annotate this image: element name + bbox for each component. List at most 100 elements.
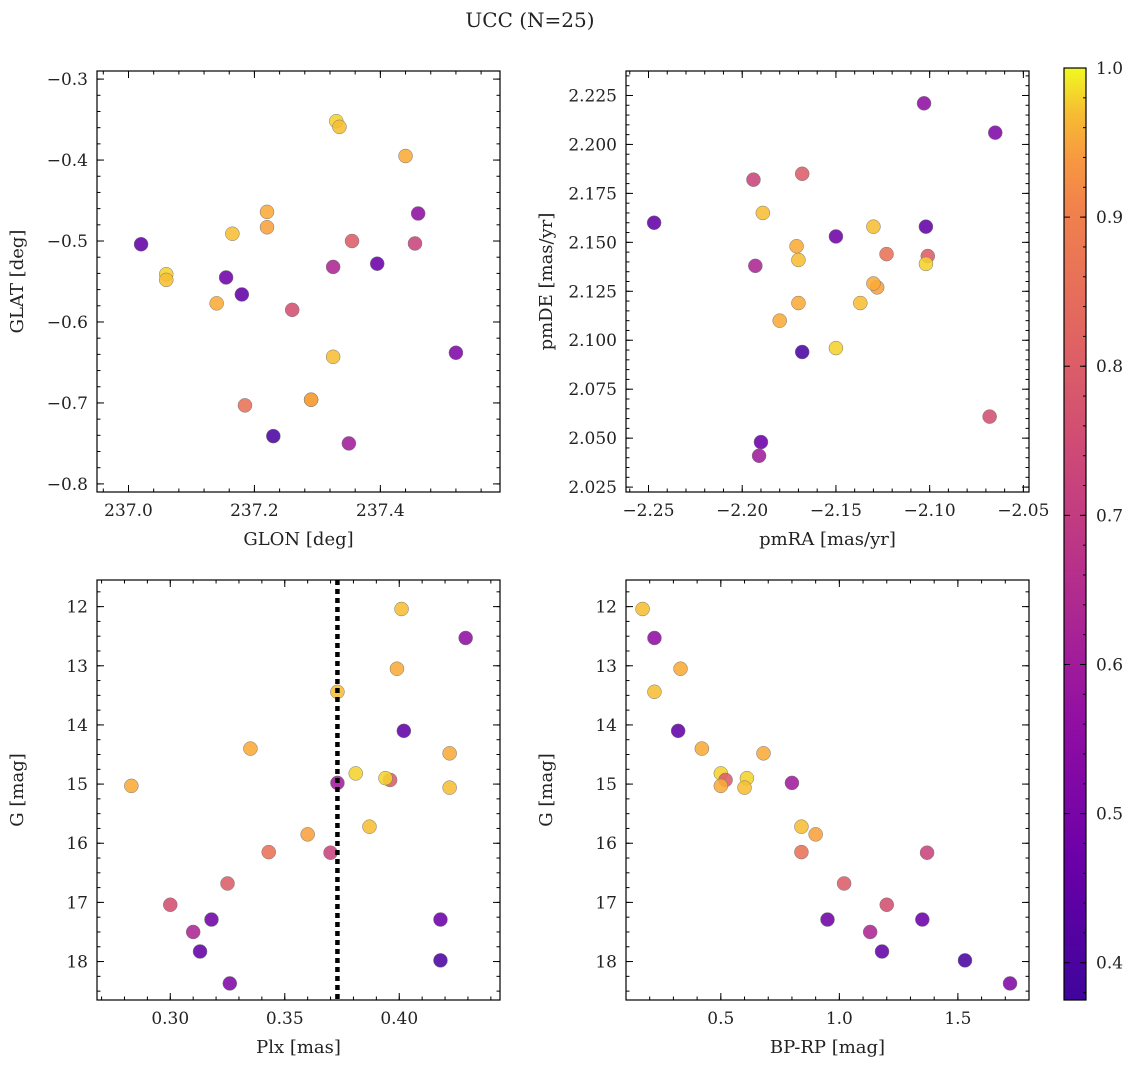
x-tick-label: 0.35 xyxy=(266,1009,304,1029)
data-point xyxy=(159,272,174,288)
data-point xyxy=(300,827,315,842)
y-tick-label: −0.5 xyxy=(47,232,88,252)
y-tick-label: 2.100 xyxy=(568,331,617,351)
y-tick-label: 14 xyxy=(595,716,617,736)
data-point xyxy=(791,252,806,268)
data-point xyxy=(853,295,868,311)
pmde-axis-label: pmDE [mas/yr] xyxy=(536,213,557,351)
y-tick-label: 15 xyxy=(595,775,617,795)
panel-pmra-pmde: −2.25 −2.20 −2.15 −2.10 −2.05 2.025 2.050 2.075… xyxy=(536,70,1049,550)
data-point xyxy=(748,258,763,274)
x-tick-label: 237.4 xyxy=(356,501,405,521)
colorbar-tick-label: 0.6 xyxy=(1096,655,1123,675)
x-tick-label: 0.40 xyxy=(380,1009,418,1029)
y-tick-label: 12 xyxy=(595,598,617,618)
data-point xyxy=(458,630,473,646)
data-point xyxy=(982,409,997,424)
data-point xyxy=(163,897,178,913)
g-axis-label-cmd: G [mag] xyxy=(536,753,557,826)
data-point xyxy=(344,233,360,249)
panel-plx-g: 0.30 0.35 0.40 12 13 14 15 16 17 18 Plx [mas] G [… xyxy=(7,579,501,1058)
data-point xyxy=(866,276,881,291)
x-tick-label: −2.10 xyxy=(904,501,956,521)
data-point xyxy=(398,148,413,164)
data-point xyxy=(647,630,662,646)
data-point xyxy=(261,844,276,860)
y-tick-label: 2.150 xyxy=(568,233,617,253)
data-point xyxy=(879,897,895,913)
y-tick-label: 2.050 xyxy=(568,429,617,449)
data-point xyxy=(789,239,804,254)
data-point xyxy=(862,924,878,940)
y-tick-label: 13 xyxy=(595,657,617,677)
glon-axis-label: GLON [deg] xyxy=(243,529,353,550)
y-tick-label: 12 xyxy=(66,598,88,618)
data-point xyxy=(433,953,448,968)
data-point xyxy=(794,344,810,360)
data-point xyxy=(341,436,357,451)
y-tick-label: 16 xyxy=(66,834,88,854)
data-point xyxy=(325,349,341,365)
y-tick-label: −0.7 xyxy=(47,394,88,414)
data-point xyxy=(396,723,412,739)
data-point xyxy=(751,448,767,464)
data-point xyxy=(448,345,464,360)
data-point xyxy=(836,876,852,891)
bprp-axis-label: BP-RP [mag] xyxy=(770,1037,885,1058)
data-point xyxy=(746,172,761,187)
y-tick-label: 2.125 xyxy=(568,282,617,302)
data-point xyxy=(915,912,930,927)
panel-glon-glat: 237.0 237.2 237.4−0.8−0.7−0.6−0.5−0.4−0.3 … xyxy=(7,70,501,550)
data-point xyxy=(808,827,823,842)
g-axis-label: G [mag] xyxy=(7,753,28,826)
data-point xyxy=(394,601,409,617)
y-tick-label: 13 xyxy=(66,657,88,677)
colorbar-tick-label: 0.4 xyxy=(1096,954,1123,974)
data-point xyxy=(1002,976,1018,991)
x-tick-label: 1.0 xyxy=(826,1009,853,1029)
x-tick-label: 237.2 xyxy=(230,501,279,521)
data-point xyxy=(794,819,809,834)
x-tick-label: 1.5 xyxy=(944,1009,971,1029)
pmra-axis-label: pmRA [mas/yr] xyxy=(759,529,896,550)
data-point xyxy=(957,953,973,968)
data-point xyxy=(237,398,253,413)
data-point xyxy=(218,270,234,285)
data-point xyxy=(133,237,149,252)
data-point xyxy=(635,601,650,617)
data-point xyxy=(755,205,771,221)
data-point xyxy=(185,924,201,940)
colorbar-tick-label: 0.5 xyxy=(1096,805,1123,825)
data-point xyxy=(918,256,934,272)
x-tick-label: 0.30 xyxy=(151,1009,189,1029)
data-point xyxy=(266,428,281,444)
data-point xyxy=(879,246,894,262)
y-tick-label: −0.8 xyxy=(47,475,88,495)
data-point xyxy=(866,219,881,234)
colorbar-tick-label: 0.8 xyxy=(1096,357,1123,377)
data-point xyxy=(225,226,240,241)
y-tick-label: 18 xyxy=(66,953,88,973)
x-tick-label: −2.20 xyxy=(716,501,768,521)
data-point xyxy=(284,302,300,318)
y-tick-label: 2.200 xyxy=(568,135,617,155)
data-point xyxy=(259,204,275,220)
y-tick-label: 14 xyxy=(66,716,88,736)
y-tick-label: 17 xyxy=(595,893,617,913)
data-point xyxy=(433,912,448,927)
data-point xyxy=(325,259,341,275)
data-point xyxy=(694,741,710,756)
x-tick-label: 237.0 xyxy=(104,501,153,521)
colorbar: 0.4 0.5 0.6 0.7 0.8 0.9 1.0 xyxy=(1063,59,1123,1001)
data-point xyxy=(647,684,662,700)
glat-axis-label: GLAT [deg] xyxy=(7,230,28,334)
y-tick-label: 2.025 xyxy=(568,478,617,498)
data-point xyxy=(737,780,752,795)
data-point xyxy=(794,844,809,860)
y-tick-label: −0.4 xyxy=(47,151,88,171)
data-point xyxy=(369,256,385,271)
y-tick-label: 18 xyxy=(595,953,617,973)
data-point xyxy=(916,96,932,111)
y-tick-label: −0.6 xyxy=(47,313,88,333)
data-point xyxy=(362,819,377,834)
